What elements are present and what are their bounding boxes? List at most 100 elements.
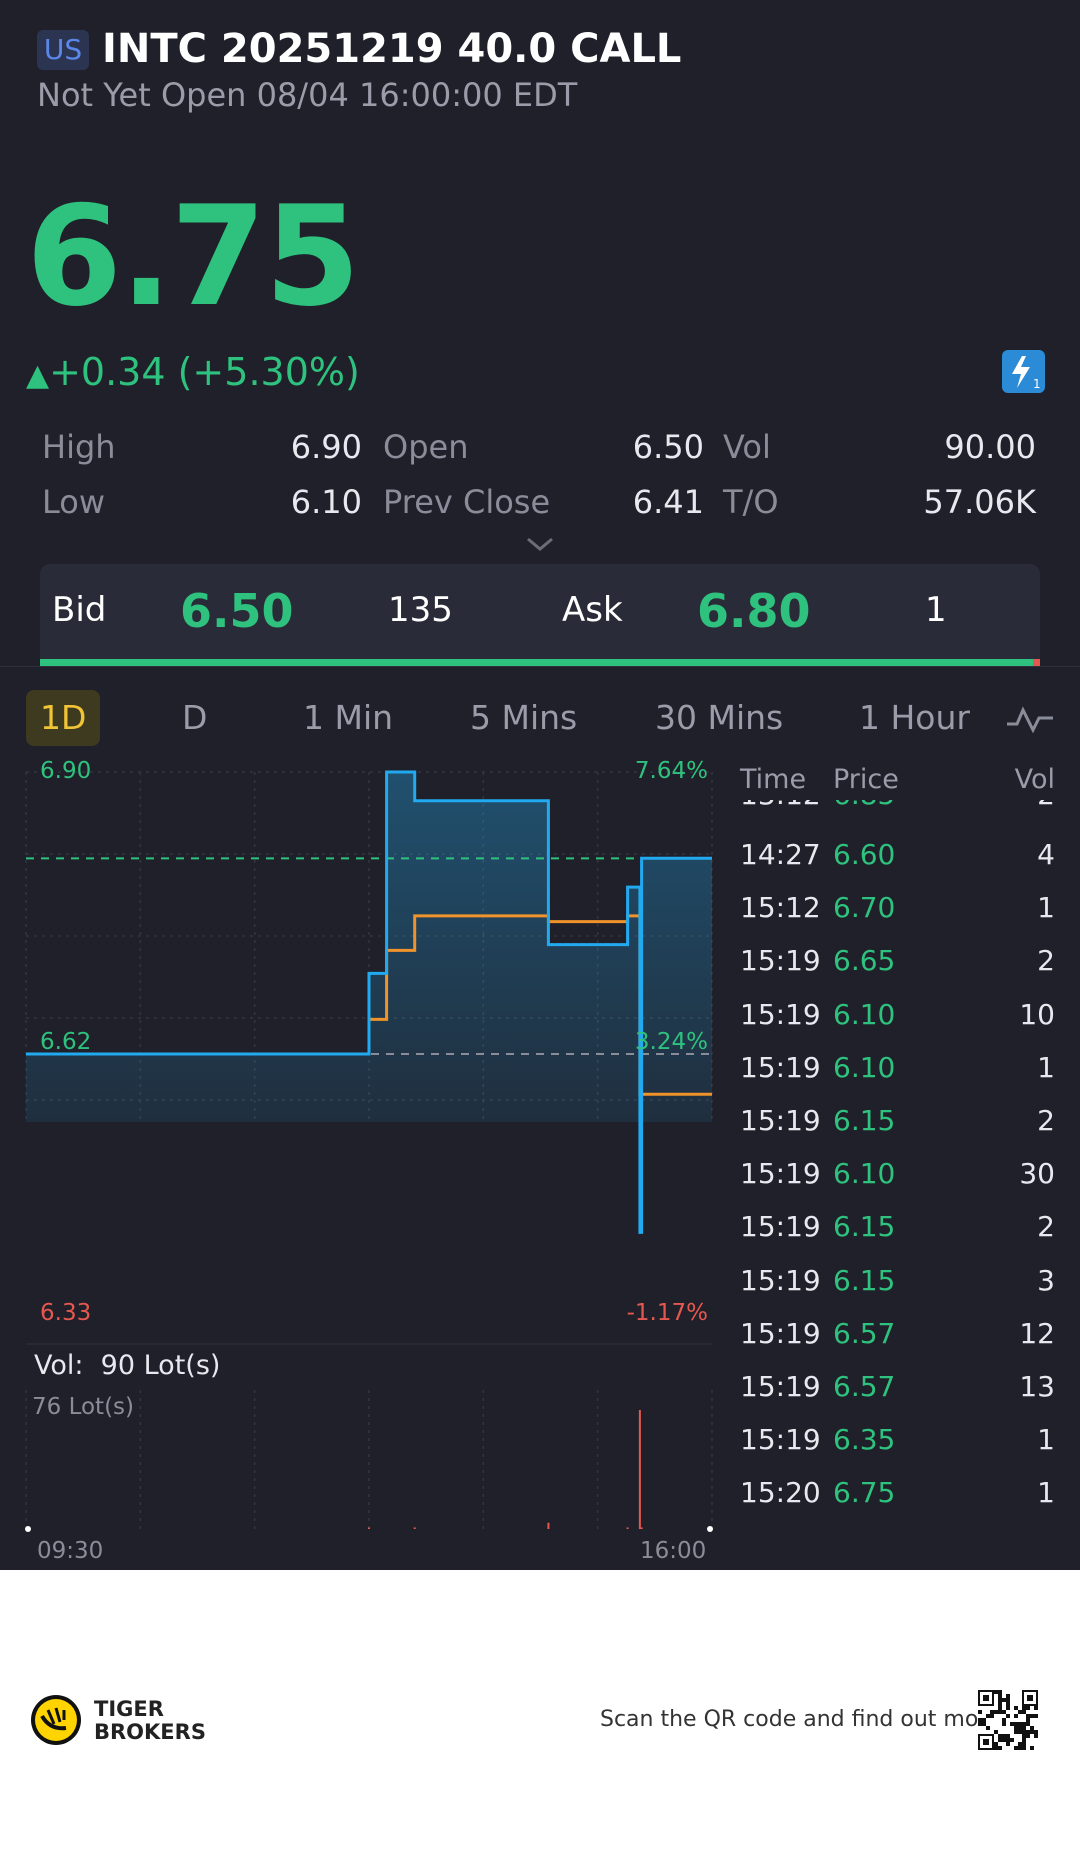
time-sales-partial-row: 13:12 6.85 2 [730,800,1060,816]
price-line [26,770,712,1234]
low-value: 6.10 [290,483,362,521]
tab-1-hour[interactable]: 1 Hour [859,698,970,737]
turnover-label: T/O [723,483,779,521]
price-change: ▲+0.34 (+5.30%) [26,350,360,394]
contract-title: INTC 20251219 40.0 CALL [102,26,682,72]
open-value: 6.50 [632,428,704,466]
y-label-low: 6.33 [40,1300,92,1326]
divider [0,666,1080,667]
ts-price: 6.15 [833,1210,896,1244]
ts-vol: 30 [1019,1157,1055,1191]
ts-price: 6.10 [833,997,896,1031]
ts-vol: 2 [1037,944,1055,978]
ts-price: 6.60 [833,838,896,871]
tab-5-mins[interactable]: 5 Mins [470,698,578,737]
chevron-down-icon[interactable] [525,534,555,554]
volume-summary: Vol: 90 Lot(s) [34,1350,220,1381]
ts-vol: 13 [1019,1370,1055,1403]
volume-bar [368,1527,370,1529]
ts-price: 6.70 [833,891,896,925]
pct-label-mid: 3.24% [634,1029,708,1055]
ts-price: 6.57 [833,1370,896,1403]
ask-price[interactable]: 6.80 [697,584,811,638]
volume-max-label: 76 Lot(s) [32,1394,135,1420]
high-value: 6.90 [290,428,362,466]
ts-time: 15:19 [740,1263,821,1297]
volume-bar [640,1527,643,1529]
ts-price: 6.75 [833,1476,896,1510]
y-label-mid: 6.62 [40,1029,92,1055]
bid-price[interactable]: 6.50 [180,584,294,638]
volume-bar [413,1527,416,1529]
tab-30-mins[interactable]: 30 Mins [655,698,784,737]
volume-bars [368,1410,643,1529]
tab-d[interactable]: D [182,698,208,737]
ts-price: 6.15 [833,1104,896,1137]
volume-bar [547,1522,550,1529]
x-label-start: 09:30 [37,1538,104,1564]
ts-header-price: Price [833,764,899,795]
ts-time: 15:19 [740,1210,821,1244]
ts-time: 14:27 [740,838,821,871]
ts-price: 6.85 [833,800,895,811]
vol-label: Vol [723,428,771,466]
ask-label: Ask [562,590,623,630]
ts-vol: 12 [1019,1316,1055,1350]
ts-price: 6.15 [833,1263,896,1297]
turnover-value: 57.06K [923,483,1036,521]
ask-ratio-bar [1033,659,1040,666]
bid-size: 135 [388,590,453,630]
ts-vol: 1 [1037,1050,1055,1084]
qr-code-icon[interactable] [978,1690,1038,1750]
lightning-icon: 1 [1012,356,1041,391]
brand-line1: TIGER [94,1697,164,1721]
ts-time: 15:20 [740,1476,821,1510]
prev-close-value: 6.41 [632,483,704,521]
high-label: High [42,428,116,466]
pct-label-low: -1.17% [626,1300,708,1326]
avg-price-line [26,914,712,1096]
ts-vol: 1 [1037,891,1055,925]
bid-ratio-bar [40,659,1033,666]
svg-text:1: 1 [1033,377,1041,391]
scan-qr-text: Scan the QR code and find out more [600,1707,1001,1732]
market-status: Not Yet Open 08/04 16:00:00 EDT [37,76,578,114]
ts-vol: 2 [1037,1104,1055,1137]
ts-time: 15:19 [740,1370,821,1403]
ts-time: 15:19 [740,997,821,1031]
ts-time: 15:19 [740,1423,821,1457]
ts-vol: 10 [1019,997,1055,1031]
ts-price: 6.65 [833,944,896,978]
volume-bar [638,1410,641,1529]
ts-price: 6.10 [833,1157,896,1191]
ask-size: 1 [925,590,947,630]
ts-vol: 2 [960,800,1055,811]
brand-line2: BROKERS [94,1720,206,1744]
last-price: 6.75 [26,176,360,337]
pct-label-high: 7.64% [634,758,708,784]
ts-price: 6.10 [833,1050,896,1084]
x-label-end: 16:00 [640,1538,707,1564]
ts-time: 15:19 [740,944,821,978]
ts-time: 15:19 [740,1050,821,1084]
share-footer [0,1570,1080,1872]
tab-1-min[interactable]: 1 Min [303,698,394,737]
brand-name: TIGER BROKERS [94,1698,206,1744]
intraday-chart[interactable] [0,750,720,1550]
tab-1d[interactable]: 1D [26,690,101,746]
open-label: Open [383,428,469,466]
ts-price: 6.57 [833,1316,896,1350]
prev-close-label: Prev Close [383,483,551,521]
volume-summary-label: Vol: [34,1350,84,1381]
ts-time: 13:12 [740,800,821,811]
y-label-high: 6.90 [40,758,92,784]
tiger-logo-icon [31,1695,81,1745]
price-change-text: +0.34 (+5.30%) [49,350,360,394]
volume-bar [626,1527,629,1529]
flash-trade-button[interactable]: 1 [1002,350,1045,393]
session-end-dot [707,1526,713,1532]
indicator-line-icon[interactable] [1005,700,1055,736]
market-badge: US [37,30,89,70]
up-arrow-icon: ▲ [26,358,50,393]
ts-header-vol: Vol [1014,764,1055,795]
